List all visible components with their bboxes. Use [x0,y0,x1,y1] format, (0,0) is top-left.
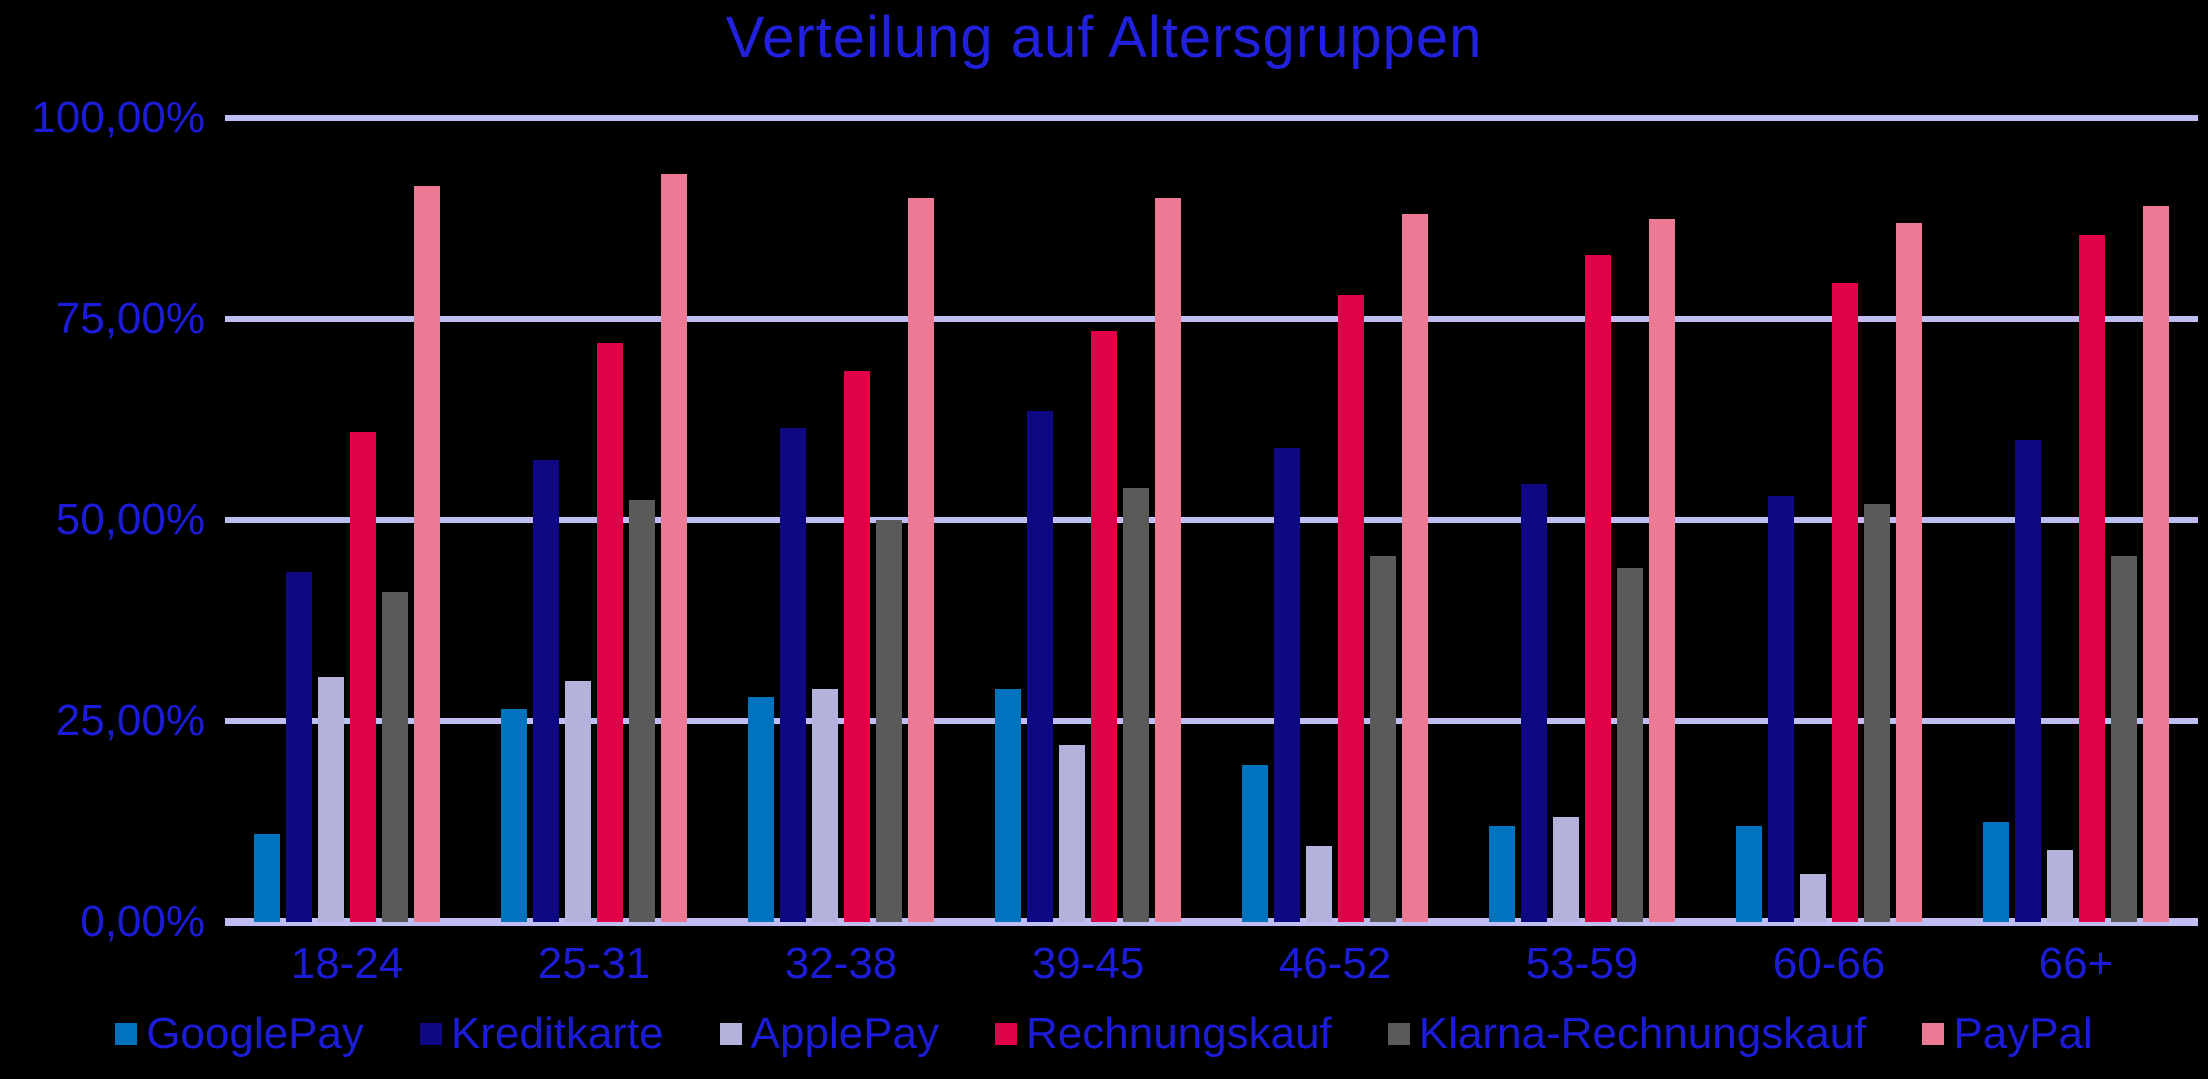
y-axis-labels: 100,00% 75,00% 50,00% 25,00% 0,00% [0,0,205,1079]
x-axis-label: 66+ [2038,939,2114,988]
legend-label: Rechnungskauf [1026,1009,1332,1058]
bar-group-53-59 [1489,118,1675,922]
legend-item-rechnungskauf: Rechnungskauf [995,1008,1332,1060]
legend-marker-icon [1922,1023,1945,1045]
x-axis-label: 53-59 [1525,939,1639,988]
bar-klarna-rechnungskauf-25-31 [629,499,655,922]
bar-paypal-25-31 [661,174,687,922]
legend-label: ApplePay [750,1009,940,1058]
bar-paypal-32-38 [908,198,934,922]
legend-label: Klarna-Rechnungskauf [1418,1009,1867,1058]
bar-paypal-46-52 [1402,214,1428,922]
bar-kreditkarte-60-66 [1768,495,1794,922]
x-axis-line [225,918,2198,926]
bar-googlepay-39-45 [995,688,1021,922]
bar-klarna-rechnungskauf-46-52 [1370,556,1396,922]
legend-marker-icon [1387,1023,1410,1045]
bar-paypal-18-24 [414,186,440,922]
bar-googlepay-25-31 [501,708,527,922]
y-axis-label: 50,00% [55,495,205,544]
legend-item-googlepay: GooglePay [115,1008,364,1060]
bar-applepay-32-38 [812,688,838,922]
legend-marker-icon [719,1023,742,1045]
bar-applepay-18-24 [318,676,344,922]
y-axis-label: 0,00% [80,897,205,946]
bar-applepay-53-59 [1553,817,1579,922]
bar-rechnungskauf-66+ [2079,234,2105,922]
bar-klarna-rechnungskauf-53-59 [1617,568,1643,922]
y-axis-label: 75,00% [55,294,205,343]
bar-paypal-53-59 [1649,218,1675,922]
bar-applepay-60-66 [1800,873,1826,922]
bar-paypal-60-66 [1896,222,1922,922]
legend-item-klarna-rechnungskauf: Klarna-Rechnungskauf [1387,1008,1867,1060]
bar-group-66+ [1983,118,2169,922]
gridline [225,517,2198,523]
legend-item-paypal: PayPal [1922,1008,2093,1060]
x-axis-label: 46-52 [1278,939,1392,988]
bar-rechnungskauf-32-38 [844,371,870,922]
bar-klarna-rechnungskauf-18-24 [382,592,408,922]
bar-googlepay-53-59 [1489,825,1515,922]
gridline [225,718,2198,724]
bar-rechnungskauf-25-31 [597,343,623,922]
bar-rechnungskauf-18-24 [350,431,376,922]
bar-klarna-rechnungskauf-60-66 [1864,503,1890,922]
bar-group-25-31 [501,118,687,922]
bar-googlepay-46-52 [1242,765,1268,922]
x-axis-label: 18-24 [290,939,404,988]
legend-item-kreditkarte: Kreditkarte [419,1008,664,1060]
legend-item-applepay: ApplePay [719,1008,940,1060]
bar-kreditkarte-53-59 [1521,483,1547,922]
bar-googlepay-32-38 [748,696,774,922]
bar-group-32-38 [748,118,934,922]
bar-kreditkarte-18-24 [286,572,312,922]
x-axis-labels: 18-24 25-31 32-38 39-45 46-52 53-59 60-66 66+ [225,938,2198,990]
legend-marker-icon [419,1023,442,1045]
bar-groups [225,118,2198,922]
plot-area [225,115,2198,926]
bar-applepay-46-52 [1306,845,1332,922]
legend-label: Kreditkarte [450,1009,664,1058]
bar-group-39-45 [995,118,1181,922]
bar-group-18-24 [254,118,440,922]
legend: GooglePay Kreditkarte ApplePay Rechnungskau… [0,1008,2208,1060]
y-axis-label: 25,00% [55,696,205,745]
y-axis-label: 100,00% [31,93,205,142]
chart-title: Verteilung auf Altersgruppen [725,5,1483,70]
gridline [225,115,2198,121]
bar-klarna-rechnungskauf-66+ [2111,556,2137,922]
legend-label: GooglePay [146,1009,364,1058]
bar-googlepay-60-66 [1736,825,1762,922]
bar-klarna-rechnungskauf-32-38 [876,520,902,922]
bar-applepay-66+ [2047,849,2073,922]
gridline [225,316,2198,322]
bar-kreditkarte-32-38 [780,427,806,922]
x-axis-label: 39-45 [1031,939,1145,988]
legend-marker-icon [995,1023,1018,1045]
bar-rechnungskauf-60-66 [1832,282,1858,922]
legend-marker-icon [115,1023,138,1045]
bar-applepay-25-31 [565,680,591,922]
bar-klarna-rechnungskauf-39-45 [1123,487,1149,922]
bar-googlepay-18-24 [254,833,280,922]
bar-rechnungskauf-39-45 [1091,331,1117,922]
bar-rechnungskauf-46-52 [1338,294,1364,922]
bar-paypal-39-45 [1155,198,1181,922]
x-axis-label: 60-66 [1772,939,1886,988]
x-axis-label: 32-38 [784,939,898,988]
bar-paypal-66+ [2143,206,2169,922]
bar-group-60-66 [1736,118,1922,922]
bar-kreditkarte-66+ [2015,439,2041,922]
bar-kreditkarte-39-45 [1027,411,1053,922]
legend-label: PayPal [1953,1009,2093,1058]
bar-applepay-39-45 [1059,745,1085,922]
bar-kreditkarte-46-52 [1274,447,1300,922]
bar-rechnungskauf-53-59 [1585,254,1611,922]
x-axis-label: 25-31 [537,939,651,988]
bar-kreditkarte-25-31 [533,459,559,922]
bar-googlepay-66+ [1983,821,2009,922]
bar-group-46-52 [1242,118,1428,922]
